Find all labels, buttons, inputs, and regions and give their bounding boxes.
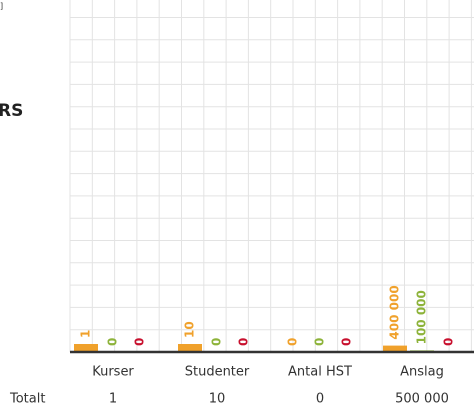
value-label: 0 (313, 338, 327, 346)
corner-text: ] (0, 2, 3, 11)
total-label: 500 000 (395, 392, 449, 407)
value-label: 400 000 (388, 285, 402, 339)
total-label: 0 (316, 392, 324, 407)
x-tick-label: Antal HST (288, 365, 352, 380)
value-label: 0 (286, 338, 300, 346)
side-text: RS (0, 101, 23, 121)
value-label: 0 (442, 338, 456, 346)
total-label: 10 (209, 392, 226, 407)
x-tick-label: Kurser (92, 365, 134, 380)
value-label: 0 (237, 338, 251, 346)
value-label: 0 (106, 338, 120, 346)
value-label: 1 (79, 330, 93, 338)
bar (74, 344, 98, 352)
x-tick-label: Anslag (400, 365, 444, 380)
value-label: 0 (340, 338, 354, 346)
x-tick-label: Studenter (185, 365, 250, 380)
bar (178, 344, 202, 352)
value-label: 100 000 (415, 290, 429, 344)
bar (383, 345, 407, 352)
total-label: 1 (109, 392, 117, 407)
value-label: 0 (210, 338, 224, 346)
total-title: Totalt (9, 392, 45, 407)
value-label: 0 (133, 338, 147, 346)
value-label: 10 (183, 321, 197, 338)
